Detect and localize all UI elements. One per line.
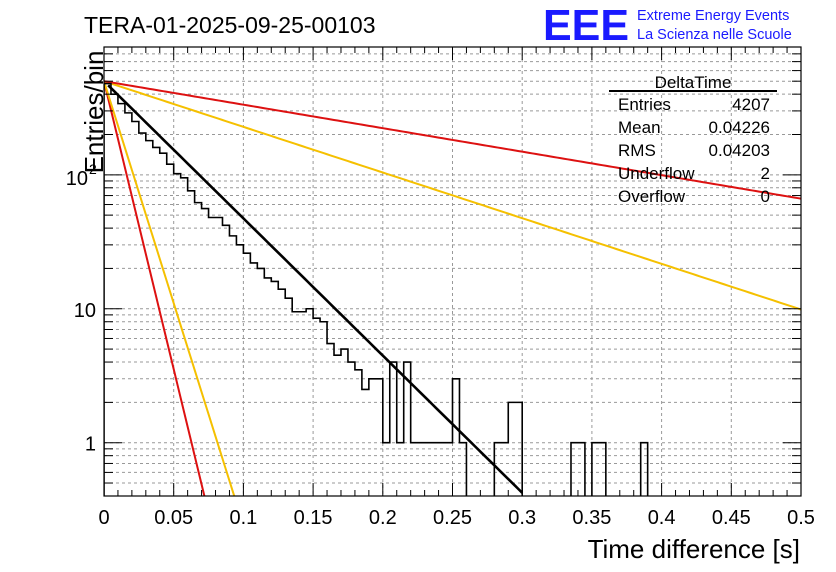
stats-title: DeltaTime <box>655 73 732 92</box>
x-axis-label: Time difference [s] <box>588 534 800 564</box>
y-tick-label: 10 <box>74 300 96 322</box>
reference-curve-red-shallow <box>104 80 801 200</box>
x-tick-label: 0.3 <box>508 507 536 529</box>
reference-curve-orange-steep <box>104 80 236 496</box>
x-tick-label: 0.4 <box>648 507 676 529</box>
stats-value-entries: 4207 <box>732 95 770 114</box>
stats-value-overflow: 0 <box>761 187 770 206</box>
y-axis-label: Entries/bin <box>79 51 109 174</box>
y-tick-label: 1 <box>85 434 96 456</box>
stats-value-mean: 0.04226 <box>709 118 770 137</box>
exponential-fit-line <box>107 84 524 494</box>
x-tick-label: 0.05 <box>154 507 193 529</box>
curves-layer <box>104 80 801 496</box>
x-tick-label: 0 <box>98 507 109 529</box>
x-tick-label: 0.25 <box>433 507 472 529</box>
x-tick-label: 0.15 <box>294 507 333 529</box>
x-tick-label: 0.1 <box>229 507 257 529</box>
logo-line-1: Extreme Energy Events <box>637 8 789 24</box>
stats-label-overflow: Overflow <box>618 187 686 206</box>
stats-box: DeltaTime Entries 4207 Mean 0.04226 RMS … <box>609 73 777 206</box>
x-tick-label: 0.5 <box>787 507 815 529</box>
x-tick-label: 0.2 <box>369 507 397 529</box>
histogram-outline <box>104 82 649 496</box>
stats-label-rms: RMS <box>618 141 656 160</box>
histogram-layer <box>104 82 649 496</box>
x-tick-label: 0.35 <box>572 507 611 529</box>
stats-value-rms: 0.04203 <box>709 141 770 160</box>
y-tick-label-exponent: 2 <box>89 161 97 177</box>
run-title: TERA-01-2025-09-25-00103 <box>84 12 376 38</box>
logo-line-2: La Scienza nelle Scuole <box>637 27 792 43</box>
eee-logo: EEE <box>543 1 629 50</box>
x-tick-label: 0.45 <box>712 507 751 529</box>
y-tick-label: 10 <box>66 168 88 190</box>
axes-layer: 0 0.05 0.1 0.15 0.2 0.25 0.3 0.35 0.4 0.45 0.5 1 10 1… <box>66 46 815 529</box>
reference-curve-orange-shallow <box>104 80 801 311</box>
stats-value-underflow: 2 <box>761 164 770 183</box>
stats-label-underflow: Underflow <box>618 164 695 183</box>
stats-label-mean: Mean <box>618 118 661 137</box>
stats-label-entries: Entries <box>618 95 671 114</box>
